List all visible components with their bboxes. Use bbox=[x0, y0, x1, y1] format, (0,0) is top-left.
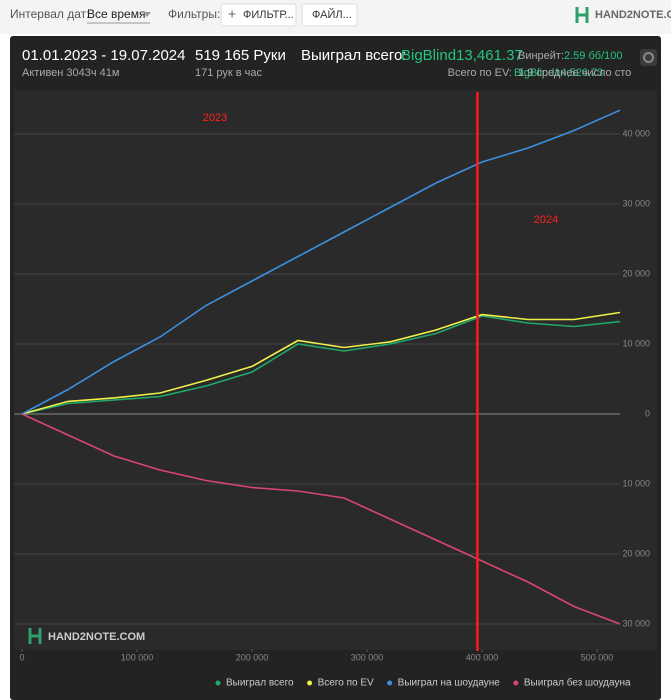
y-tick-label: 10 000 bbox=[622, 338, 650, 348]
filter-button-label: ФИЛЬТР... bbox=[243, 9, 294, 21]
gear-icon bbox=[643, 52, 654, 63]
plot-area bbox=[14, 90, 657, 650]
legend-dot bbox=[513, 680, 519, 686]
date-select[interactable]: Все время bbox=[87, 7, 145, 21]
legend-label: Всего по EV bbox=[318, 678, 374, 689]
watermark-icon bbox=[28, 628, 42, 644]
series-line bbox=[21, 109, 621, 415]
plus-icon: + bbox=[228, 6, 236, 22]
watermark: HAND2NOTE.COM bbox=[48, 631, 145, 643]
x-tick-label: 400 000 bbox=[466, 652, 499, 662]
y-tick-label: 20 000 bbox=[622, 548, 650, 558]
x-tick-label: 300 000 bbox=[351, 652, 384, 662]
period: 01.01.2023 - 19.07.2024 bbox=[22, 47, 185, 64]
hands: 519 165 Руки bbox=[195, 47, 286, 64]
x-tick-label: 0 bbox=[19, 652, 24, 662]
x-tick-label: 500 000 bbox=[581, 652, 614, 662]
filter-button[interactable] bbox=[220, 3, 297, 27]
series-line bbox=[21, 413, 621, 625]
winrate-label: Винрейт: bbox=[518, 50, 564, 62]
y-tick-label: 10 000 bbox=[622, 478, 650, 488]
series-line bbox=[21, 311, 621, 415]
active: Активен 3043ч 41м bbox=[22, 67, 119, 79]
x-tick-label: 100 000 bbox=[121, 652, 154, 662]
won-value: BigBlind13,461.37 bbox=[401, 47, 523, 64]
logo-icon bbox=[575, 7, 589, 23]
won-label: Выиграл всего: bbox=[301, 47, 407, 64]
legend-dot bbox=[215, 680, 221, 686]
file-button[interactable] bbox=[301, 3, 358, 27]
legend-label: Выиграл всего bbox=[226, 678, 294, 689]
legend-dot bbox=[387, 680, 393, 686]
file-button-label: ФАЙЛ... bbox=[312, 8, 352, 21]
y-tick-label: 20 000 bbox=[622, 268, 650, 278]
x-tick-label: 200 000 bbox=[236, 652, 269, 662]
hands-per-hour: 171 рук в час bbox=[195, 67, 263, 79]
ev-value: BigBlind14,526.73 bbox=[514, 67, 603, 79]
y-tick-label: 0 bbox=[645, 408, 650, 418]
legend-dot bbox=[307, 680, 313, 686]
legend-label: Выиграл без шоудауна bbox=[524, 677, 631, 689]
legend-label: Выиграл на шоудауне bbox=[398, 678, 501, 689]
y-tick-label: 30 000 bbox=[622, 618, 650, 628]
tables: 1.9 среднее число сто bbox=[518, 67, 631, 79]
y-tick-label: 40 000 bbox=[622, 128, 650, 138]
annotation: 2024 bbox=[534, 214, 558, 226]
filters-label: Фильтры: bbox=[168, 7, 220, 21]
series-line bbox=[21, 315, 621, 415]
winrate-value: 2.59 бб/100 bbox=[564, 50, 622, 62]
annotation: 2023 bbox=[203, 112, 227, 124]
date-label: Интервал дат: bbox=[10, 7, 89, 21]
logo: HAND2NOTE.COM bbox=[595, 9, 671, 21]
ev-label: Всего по EV: bbox=[448, 67, 512, 79]
y-tick-label: 30 000 bbox=[622, 198, 650, 208]
settings-button[interactable] bbox=[640, 49, 657, 66]
dropdown-arrow bbox=[143, 12, 151, 17]
